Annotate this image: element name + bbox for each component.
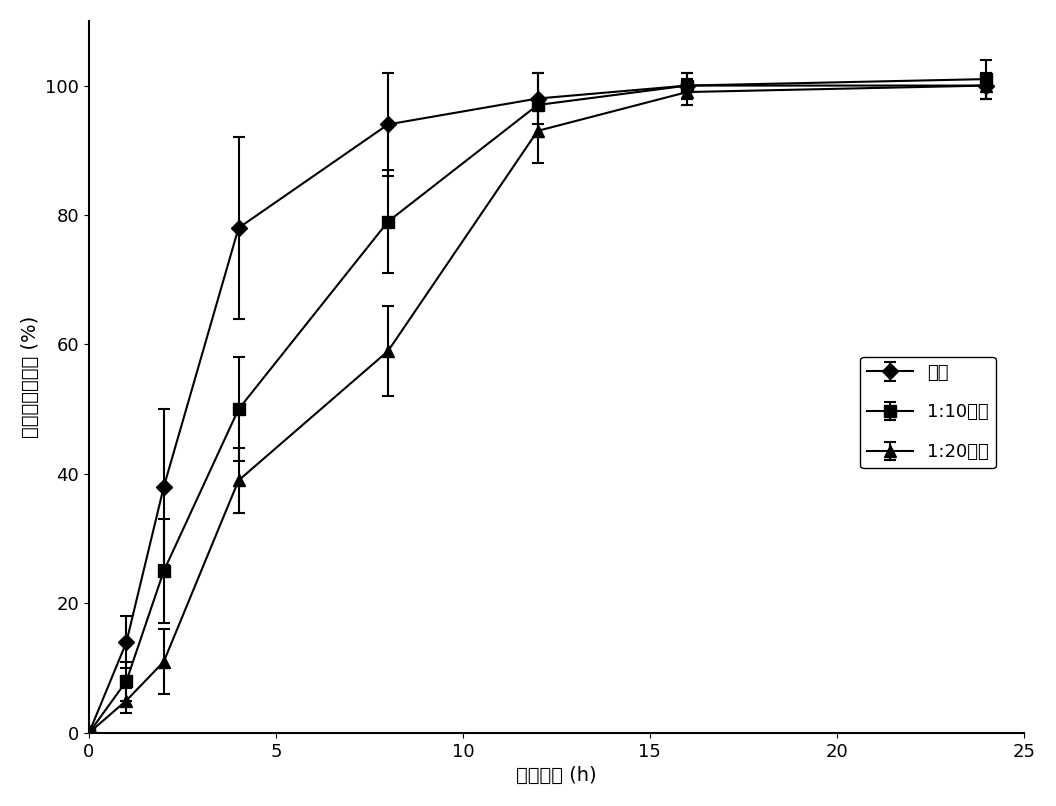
- X-axis label: 释放时间 (h): 释放时间 (h): [516, 767, 597, 785]
- Y-axis label: 累积药物释放量 (%): 累积药物释放量 (%): [21, 316, 40, 438]
- Legend: 胶团, 1:10固化, 1:20固化: 胶团, 1:10固化, 1:20固化: [861, 356, 996, 468]
